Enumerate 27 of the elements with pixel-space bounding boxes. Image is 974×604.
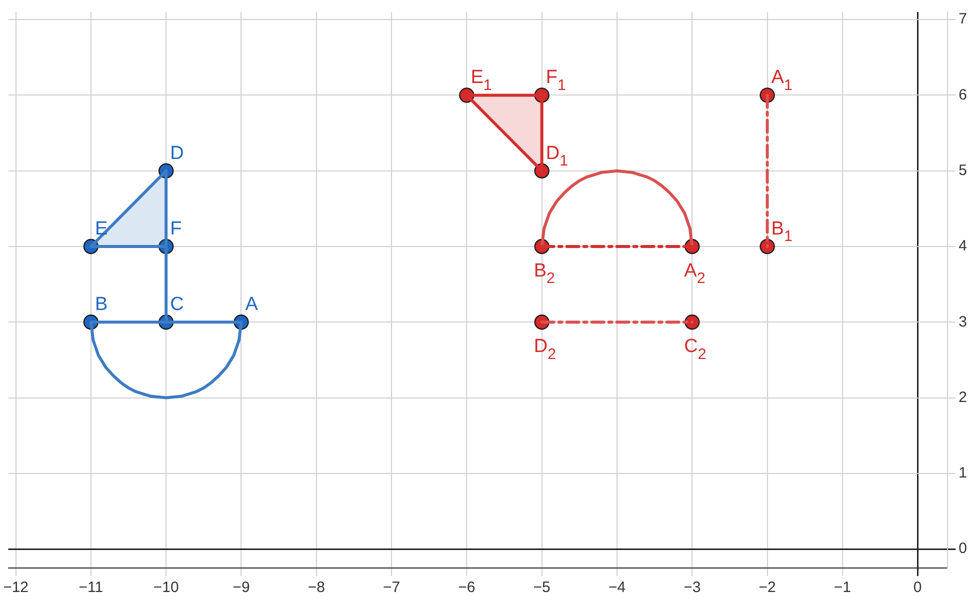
x-tick-label: −10 <box>153 579 179 596</box>
x-tick-label: −4 <box>608 579 626 596</box>
x-tick-label: −7 <box>382 579 400 596</box>
annotation: D <box>170 142 184 164</box>
x-tick-label: −5 <box>533 579 550 596</box>
y-tick-label: 2 <box>958 388 967 406</box>
y-tick-label: 4 <box>958 238 967 255</box>
annotation: C <box>170 294 184 316</box>
annotation: E <box>94 218 108 240</box>
y-tick-label: 5 <box>958 162 967 179</box>
x-tick-label: −9 <box>232 579 250 596</box>
x-tick-label: −6 <box>458 579 476 596</box>
annotation: A <box>245 294 258 316</box>
x-tick-label: −8 <box>308 579 325 596</box>
x-tick-label: −1 <box>834 579 851 596</box>
x-tick-label: −11 <box>78 579 104 596</box>
annotation: B <box>94 294 108 316</box>
y-tick-label: 0 <box>958 540 967 558</box>
annotation: F <box>170 218 182 240</box>
x-tick-label: −12 <box>3 579 29 596</box>
x-tick-label: −3 <box>684 579 701 596</box>
x-tick-label: −2 <box>758 579 776 596</box>
x-tick-label: 0 <box>913 579 922 596</box>
y-tick-label: 1 <box>958 464 967 482</box>
y-tick-label: 3 <box>958 313 967 330</box>
y-tick-label: 6 <box>958 86 967 104</box>
y-tick-label: 7 <box>958 10 967 28</box>
